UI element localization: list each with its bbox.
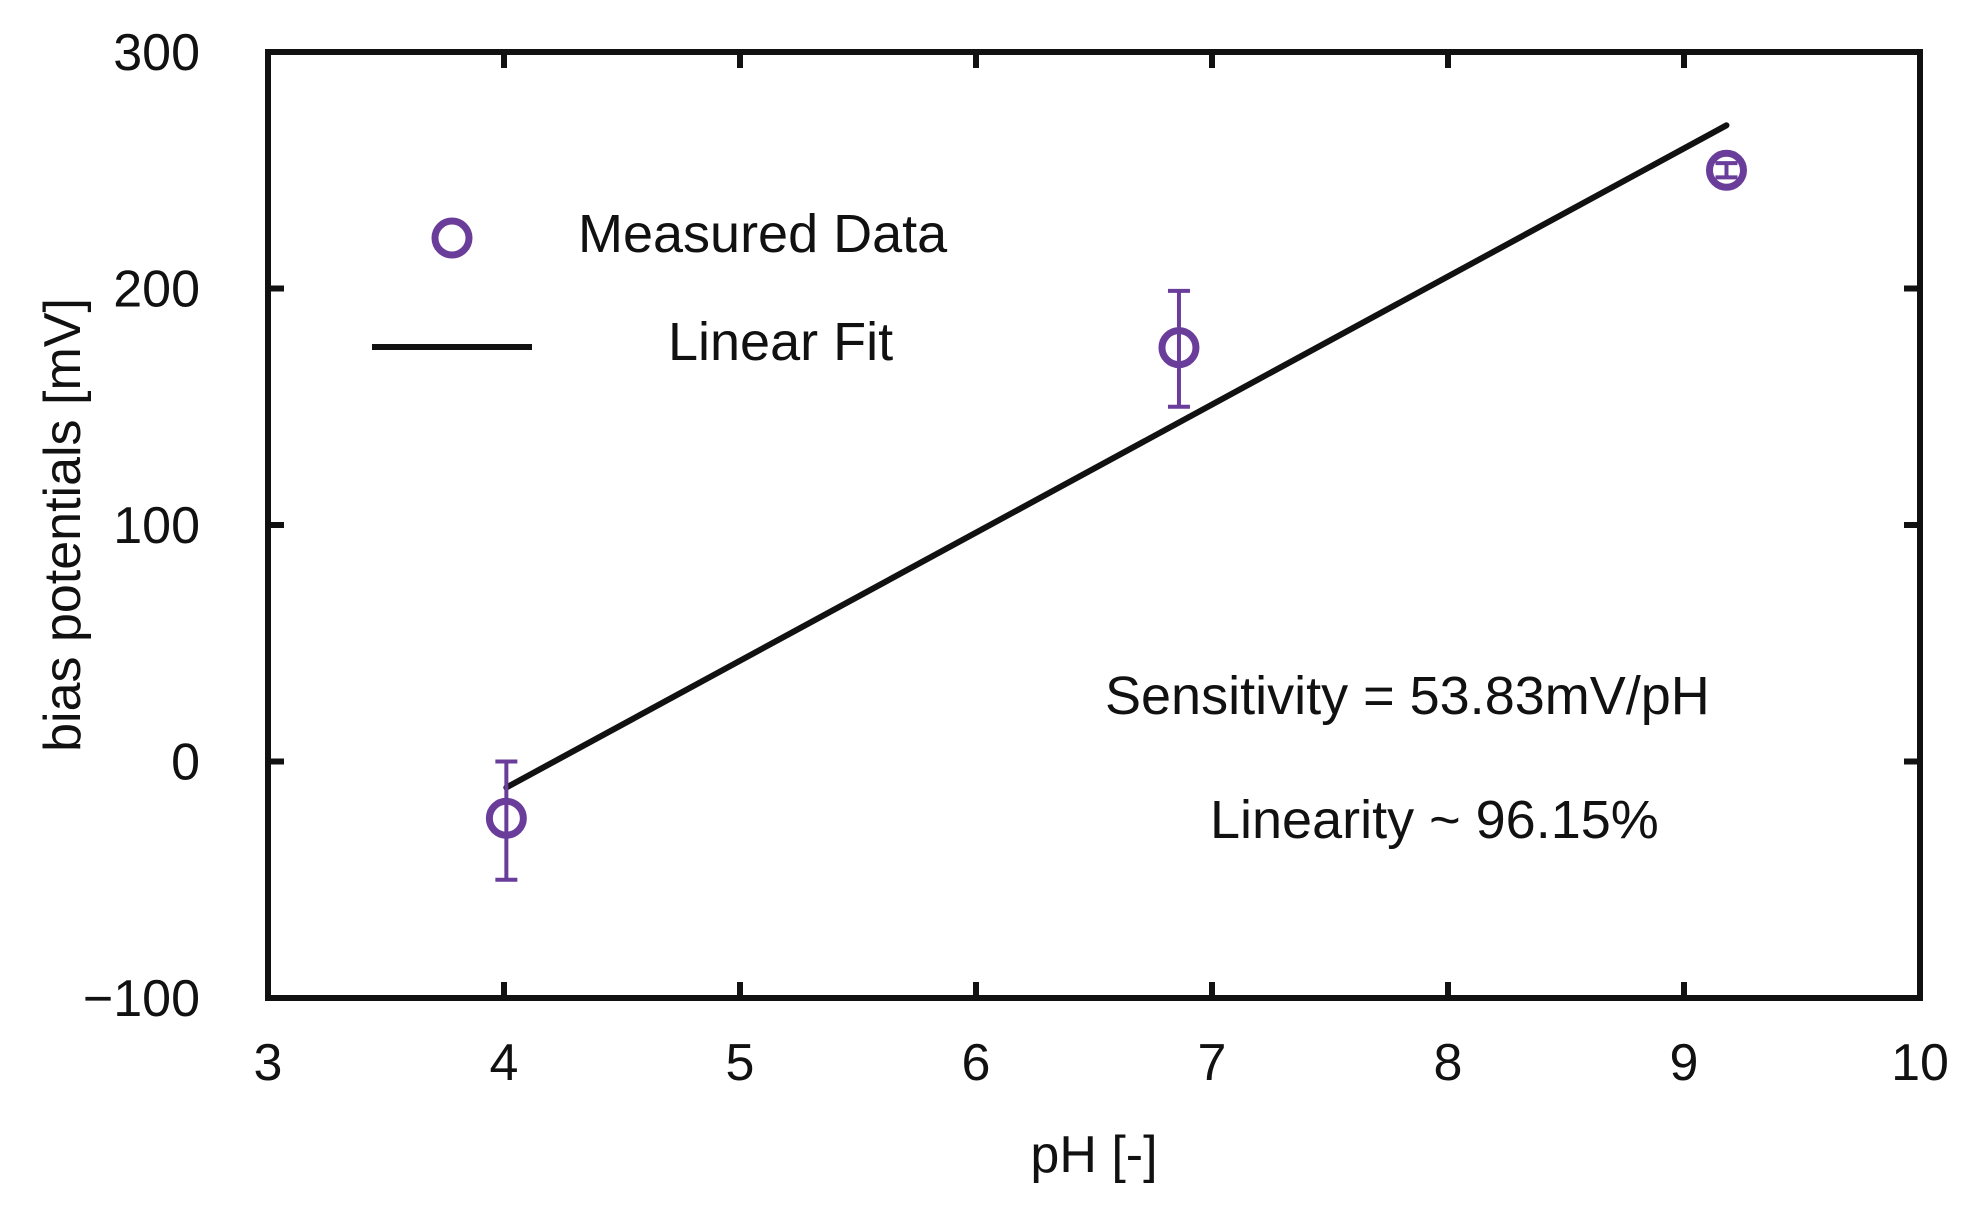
data-point-marker	[1158, 327, 1200, 369]
data-point	[485, 759, 527, 882]
data-point	[1705, 149, 1747, 191]
legend-label-linear-fit: Linear Fit	[668, 312, 893, 372]
data-point-marker	[1705, 149, 1747, 191]
x-tick-label: 7	[1198, 1034, 1227, 1092]
x-tick-label: 10	[1891, 1034, 1949, 1092]
x-tick-label: 9	[1670, 1034, 1699, 1092]
y-tick-label: 100	[113, 497, 200, 555]
x-tick-label: 4	[490, 1034, 519, 1092]
y-tick-label: −100	[83, 970, 200, 1028]
sensitivity-annotation: Sensitivity = 53.83mV/pH	[1105, 666, 1710, 726]
legend-label-measured-data: Measured Data	[578, 204, 948, 264]
x-tick-label: 5	[726, 1034, 755, 1092]
y-tick-label: 0	[171, 734, 200, 792]
y-axis-label: bias potentials [mV]	[34, 298, 92, 752]
x-tick-labels: 3 4 5 6 7 8 9 10	[254, 1034, 1949, 1092]
x-tick-label: 3	[254, 1034, 283, 1092]
linearity-annotation: Linearity ~ 96.15%	[1210, 790, 1659, 850]
linear-fit-line	[503, 122, 1730, 791]
y-tick-labels: −100 0 100 200 300	[83, 24, 200, 1028]
legend: Measured Data Linear Fit	[372, 204, 948, 372]
data-point	[1158, 288, 1200, 409]
x-tick-label: 8	[1434, 1034, 1463, 1092]
y-tick-label: 200	[113, 261, 200, 319]
data-point-marker	[485, 797, 527, 839]
y-tick-label: 300	[113, 24, 200, 82]
axis-ticks	[265, 49, 1923, 1001]
x-tick-label: 6	[962, 1034, 991, 1092]
measured-data-points	[485, 149, 1747, 882]
legend-marker-measured-data	[431, 217, 473, 259]
x-axis-label: pH [-]	[1030, 1126, 1157, 1184]
